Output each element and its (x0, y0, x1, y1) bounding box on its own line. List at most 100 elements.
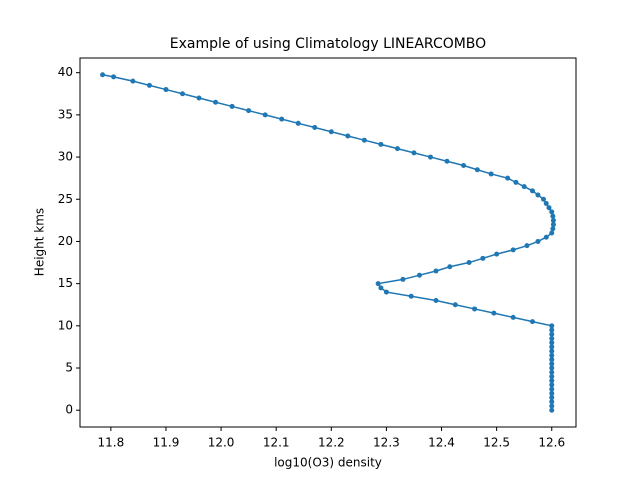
data-point (549, 230, 555, 236)
data-point (383, 289, 389, 295)
data-point (510, 247, 516, 253)
data-point (328, 129, 334, 135)
data-point (543, 234, 549, 240)
data-point (543, 200, 549, 206)
data-point (549, 403, 555, 409)
data-point (524, 243, 530, 249)
data-point (279, 116, 285, 122)
data-point (229, 103, 235, 109)
data-point (262, 112, 268, 118)
data-point (549, 327, 555, 333)
data-point (549, 348, 555, 354)
data-point (550, 213, 556, 219)
data-point (549, 357, 555, 363)
data-point (378, 285, 384, 291)
data-point (295, 120, 301, 126)
x-tick-label: 12.0 (208, 436, 235, 450)
data-point (146, 82, 152, 88)
data-point (428, 154, 434, 160)
data-point (529, 319, 535, 325)
data-point (378, 141, 384, 147)
data-point (550, 226, 556, 232)
data-point (549, 382, 555, 388)
data-point (549, 340, 555, 346)
data-point (494, 251, 500, 257)
data-point (345, 133, 351, 139)
x-tick-label: 12.6 (538, 436, 565, 450)
data-point (535, 192, 541, 198)
data-point (549, 407, 555, 413)
data-point (411, 150, 417, 156)
data-point (447, 264, 453, 270)
data-point (549, 331, 555, 337)
data-point (408, 293, 414, 299)
y-axis-label: Height kms (33, 208, 47, 276)
y-tick-label: 10 (58, 318, 73, 332)
data-point (491, 310, 497, 316)
data-point (549, 365, 555, 371)
y-tick-label: 30 (58, 150, 73, 164)
data-point (505, 175, 511, 181)
data-point (549, 323, 555, 329)
x-tick-label: 12.2 (318, 436, 345, 450)
x-tick-label: 12.1 (263, 436, 290, 450)
data-point (416, 272, 422, 278)
plot-frame (79, 57, 577, 428)
data-point (521, 184, 527, 190)
data-point (461, 163, 467, 169)
data-point (433, 298, 439, 304)
x-tick-label: 12.5 (483, 436, 510, 450)
data-point (513, 179, 519, 185)
data-point (546, 205, 552, 211)
data-point (550, 217, 556, 223)
data-point (549, 352, 555, 358)
x-tick-label: 11.9 (153, 436, 180, 450)
data-point (540, 196, 546, 202)
data-point (433, 268, 439, 274)
x-tick-label: 12.3 (373, 436, 400, 450)
data-point (549, 395, 555, 401)
data-point (510, 314, 516, 320)
data-point (549, 373, 555, 379)
data-point (474, 167, 480, 173)
data-point (466, 260, 472, 266)
y-tick-label: 35 (58, 107, 73, 121)
data-point (213, 99, 219, 105)
data-point (361, 137, 367, 143)
x-tick-label: 11.8 (98, 436, 125, 450)
data-point (444, 158, 450, 164)
data-point (488, 171, 494, 177)
data-point (163, 87, 169, 93)
data-point (375, 281, 381, 287)
data-point (196, 95, 202, 101)
x-tick-label: 12.4 (428, 436, 455, 450)
data-point (480, 255, 486, 261)
y-tick-label: 15 (58, 276, 73, 290)
data-point (400, 276, 406, 282)
y-tick-label: 20 (58, 234, 73, 248)
data-point (550, 222, 556, 228)
data-point (549, 378, 555, 384)
data-point (549, 335, 555, 341)
x-axis-label: log10(O3) density (274, 456, 382, 470)
data-point (549, 369, 555, 375)
data-point (180, 91, 186, 97)
data-point (130, 78, 136, 84)
data-point (549, 386, 555, 392)
data-point (549, 344, 555, 350)
data-point (394, 146, 400, 152)
data-point (111, 74, 117, 80)
data-point (246, 108, 252, 114)
data-point (549, 361, 555, 367)
y-tick-label: 25 (58, 192, 73, 206)
data-point (529, 188, 535, 194)
data-point (472, 306, 478, 312)
data-point (549, 399, 555, 405)
data-point (100, 72, 106, 78)
y-tick-label: 0 (65, 403, 73, 417)
data-point (535, 238, 541, 244)
data-point (312, 125, 318, 131)
data-point (452, 302, 458, 308)
data-point (549, 390, 555, 396)
